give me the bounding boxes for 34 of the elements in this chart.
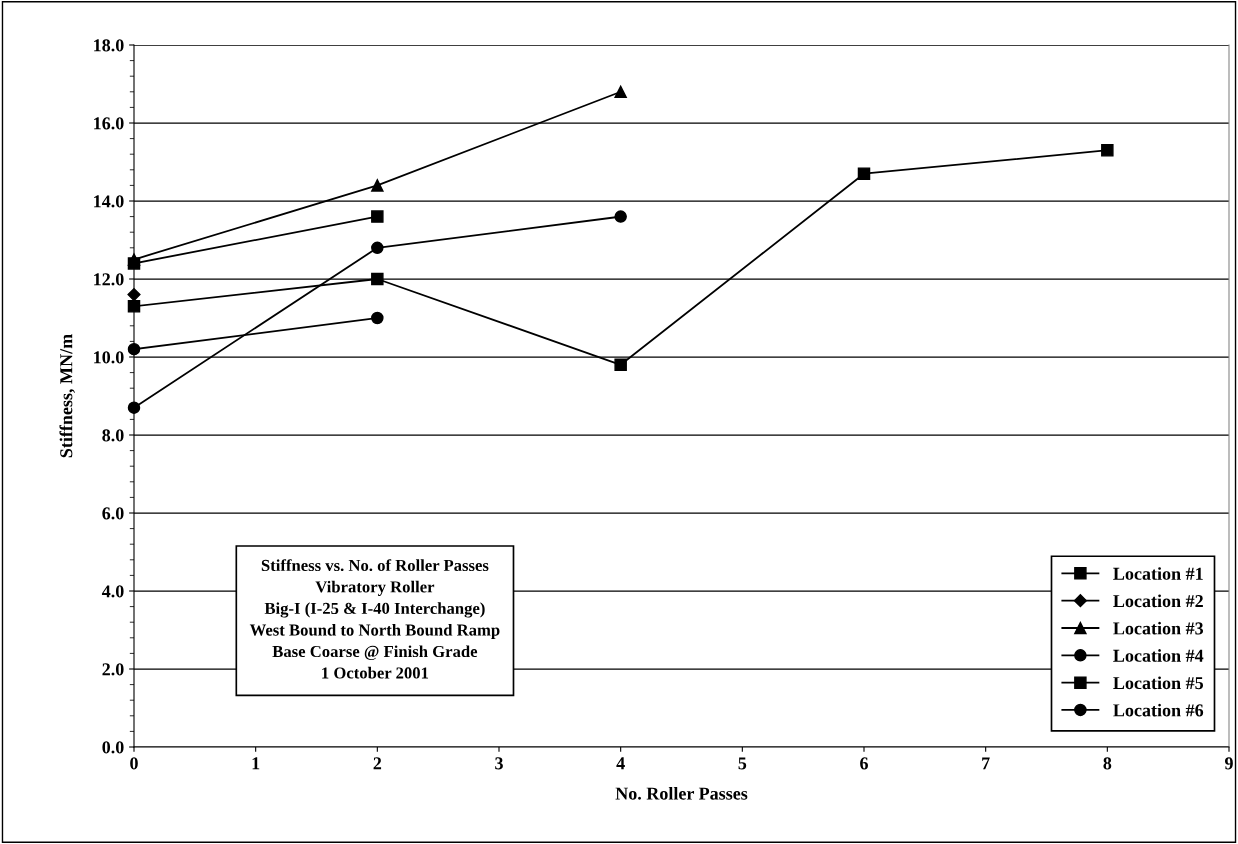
annotation: West Bound to North Bound Ramp (249, 623, 500, 640)
legend-label: Location #1 (1113, 567, 1203, 580)
y-axis-title: Stiffness, MN/m (59, 334, 75, 458)
x-tick-label: 3 (495, 757, 503, 770)
x-tick-label: 0 (130, 757, 138, 770)
x-tick-label: 1 (252, 757, 260, 770)
legend-label: Location #4 (1113, 649, 1204, 662)
legend-label: Location #6 (1113, 703, 1204, 717)
y-tick-label: 6.0 (102, 507, 124, 520)
x-tick-label: 7 (982, 757, 990, 770)
annotation: 1 October 2001 (322, 666, 429, 679)
y-tick-label: 14.0 (94, 195, 124, 208)
x-tick-label: 9 (1224, 757, 1233, 770)
y-tick-label: 16.0 (94, 117, 124, 130)
annotation: Vibratory Roller (315, 580, 435, 596)
y-tick-label: 4.0 (101, 585, 124, 598)
y-tick-label: 18.0 (94, 39, 124, 52)
y-tick-label: 2.0 (102, 663, 124, 676)
x-tick-label: 5 (738, 757, 747, 770)
y-tick-label: 12.0 (94, 273, 124, 286)
x-axis-title: No. Roller Passes (615, 786, 748, 800)
annotation: Stiffness vs. No. of Roller Passes (261, 559, 489, 572)
legend-label: Location #5 (1113, 676, 1203, 690)
y-tick-label: 10.0 (94, 351, 124, 364)
annotation: Base Coarse @ Finish Grade (272, 645, 478, 661)
annotation: Big-I (I-25 & I-40 Interchange) (264, 602, 485, 618)
y-tick-label: 0.0 (102, 741, 124, 754)
x-tick-label: 8 (1103, 757, 1112, 770)
x-tick-label: 2 (373, 757, 382, 770)
x-tick-label: 4 (616, 757, 625, 770)
y-tick-label: 8.0 (102, 429, 124, 442)
legend-label: Location #3 (1113, 621, 1204, 635)
x-tick-label: 6 (860, 757, 868, 770)
legend-label: Location #2 (1113, 594, 1203, 608)
